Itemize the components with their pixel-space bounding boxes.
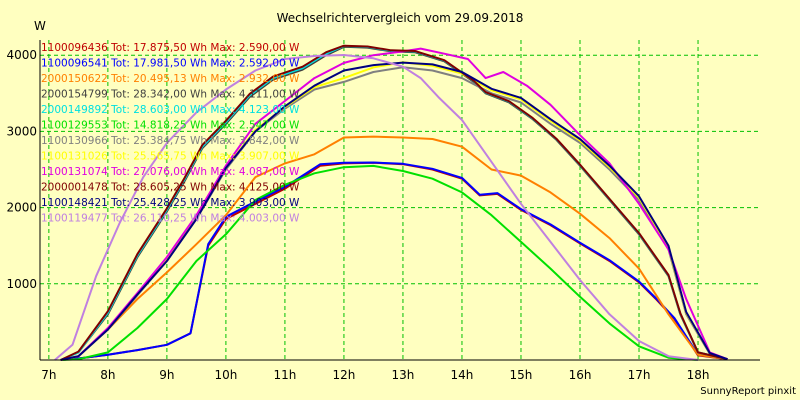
y-axis: 1000 2000 3000 4000: [6, 40, 41, 360]
legend-entry: 2000154799 Tot: 28.342,00 Wh Max: 4.111,…: [41, 89, 300, 101]
series-line-10: [60, 44, 728, 361]
y-tick-label: 2000: [6, 201, 37, 215]
x-tick-label: 14h: [451, 368, 474, 382]
legend-entry: 1100096541 Tot: 17.981,50 Wh Max: 2.592,…: [41, 58, 300, 70]
legend-entry: 1100129553 Tot: 14.818,25 Wh Max: 2.547,…: [41, 120, 300, 132]
legend: 1100096436 Tot: 17.875,50 Wh Max: 2.590,…: [41, 42, 300, 225]
x-tick-label: 16h: [569, 368, 592, 382]
y-tick-label: 3000: [6, 124, 37, 138]
y-axis-label: W: [34, 19, 46, 33]
x-tick-label: 11h: [273, 368, 296, 382]
series-line-9: [60, 47, 728, 361]
series-line-12: [54, 54, 699, 361]
x-tick-label: 12h: [332, 368, 355, 382]
x-tick-label: 13h: [392, 368, 415, 382]
x-tick-label: 9h: [159, 368, 174, 382]
legend-entry: 1100131026 Tot: 25.565,75 Wh Max: 3.907,…: [41, 151, 300, 163]
series-line-6: [60, 164, 699, 361]
series-line-2: [60, 161, 728, 361]
series-line-11: [60, 61, 728, 361]
x-tick-label: 10h: [214, 368, 237, 382]
y-tick-label: 4000: [6, 48, 37, 62]
x-tick-label: 15h: [510, 368, 533, 382]
x-tick-label: 8h: [100, 368, 115, 382]
gridlines: [40, 40, 760, 360]
legend-entry: 2000001478 Tot: 28.605,25 Wh Max: 4.125,…: [41, 182, 300, 194]
footer-credit: SunnyReport pinxit: [700, 386, 796, 397]
chart-title: Wechselrichtervergleich vom 29.09.2018: [277, 11, 524, 25]
series-line-3: [60, 135, 728, 361]
x-tick-label: 7h: [41, 368, 56, 382]
x-axis: 7h 8h 9h 10h 11h 12h 13h 14h 15h 16h 17h 18h: [40, 359, 760, 382]
legend-entry: 1100119477 Tot: 26.110,25 Wh Max: 4.003,…: [41, 213, 300, 225]
x-tick-label: 18h: [687, 368, 710, 382]
x-tick-label: 17h: [628, 368, 651, 382]
legend-entry: 1100148421 Tot: 25.428,25 Wh Max: 3.903,…: [41, 197, 300, 209]
legend-entry: 1100130966 Tot: 25.384,75 Wh Max: 3.842,…: [41, 135, 300, 147]
legend-entry: 2000149892 Tot: 28.603,00 Wh Max: 4.123,…: [41, 104, 300, 116]
y-tick-label: 1000: [6, 277, 37, 291]
series-layer: [54, 44, 728, 361]
legend-entry: 1100096436 Tot: 17.875,50 Wh Max: 2.590,…: [41, 42, 300, 54]
legend-entry: 1100131074 Tot: 27.076,00 Wh Max: 4.087,…: [41, 166, 300, 178]
legend-entry: 2000150622 Tot: 20.495,13 Wh Max: 2.932,…: [41, 73, 300, 85]
